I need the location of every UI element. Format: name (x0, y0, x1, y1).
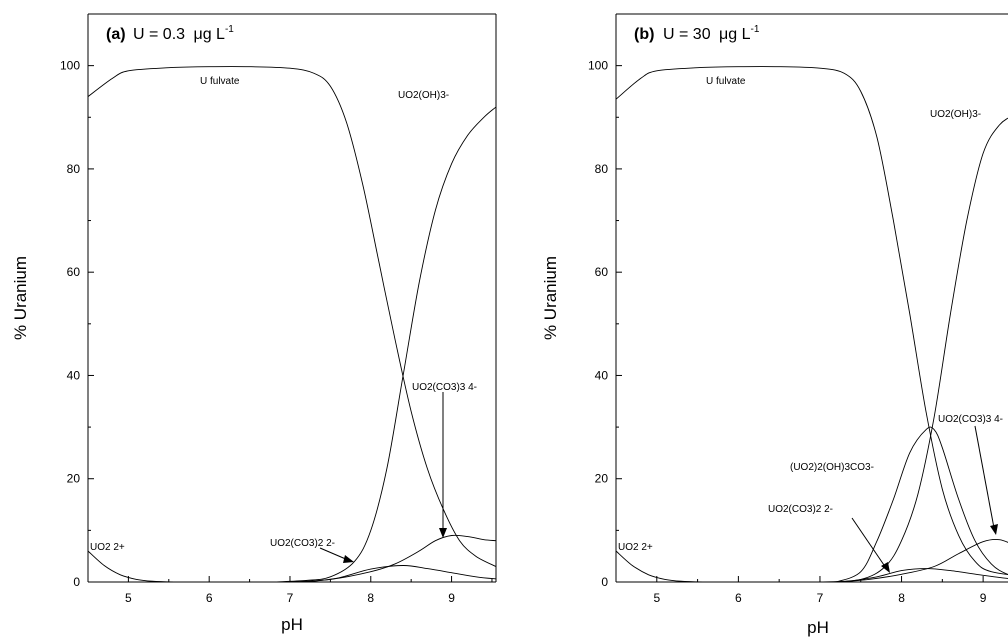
panel-b-arrowhead-uo2co33 (990, 524, 998, 535)
panel-a-series-u-fulvate (87, 66, 497, 567)
panel-a-y-tick-label: 40 (67, 368, 81, 382)
panel-b-y-tick-label: 20 (595, 472, 609, 486)
panel-b-series-uo2-oh-3 (819, 117, 1008, 583)
panel-b-y-tick-label: 40 (595, 368, 609, 382)
panel-b-formula: U = 30 μg L-1 (663, 24, 760, 43)
panel-b-series-uo2-co3-2-2 (844, 568, 1008, 583)
panel-a-formula: U = 0.3 μg L-1 (133, 24, 234, 43)
panel-b-x-tick-label: 6 (735, 591, 742, 605)
panel-b: 5 6 7 8 9 0 20 40 60 80 100 (b) U = 30 μg L-1 pH %… (541, 13, 1008, 637)
panel-b-label-uo2co33: UO2(CO3)3 4- (938, 414, 1003, 425)
panel-b-label-u-fulvate: U fulvate (706, 76, 746, 87)
panel-a-arrowhead-uo2co33 (439, 528, 447, 538)
panel-a-series-uo2-co3-2-2 (306, 565, 497, 583)
panel-b-series-uo2-2 (615, 550, 706, 583)
panel-a-x-tick-label: 9 (448, 591, 455, 605)
panel-a-x-tick-label: 7 (287, 591, 294, 605)
panel-a-y-tick-label: 100 (60, 59, 80, 73)
panel-a-label-uo2co33: UO2(CO3)3 4- (412, 382, 477, 393)
panel-b-y-tick-label: 60 (595, 265, 609, 279)
panel-b-ylabel: % Uranium (541, 256, 560, 340)
panel-a-label-uo2oh3: UO2(OH)3- (398, 90, 449, 101)
panel-a-series-uo2-oh-3 (273, 106, 497, 583)
panel-b-label-uo2oh3co3: (UO2)2(OH)3CO3- (790, 462, 874, 473)
panel-b-xlabel: pH (807, 618, 829, 637)
panel-a-label-uo2: UO2 2+ (90, 542, 125, 553)
panel-b-x-tick-label: 7 (817, 591, 824, 605)
panel-b-arrowhead-uo2co32 (881, 562, 890, 573)
panel-a-title: (a) (106, 26, 126, 43)
panel-a-y-tick-label: 60 (67, 265, 81, 279)
panel-b-x-tick-label: 8 (898, 591, 905, 605)
panel-b-arrow-uo2co33 (974, 425, 995, 529)
panel-a-label-uo2co32: UO2(CO3)2 2- (270, 538, 335, 549)
panel-b-x-tick-label: 9 (980, 591, 987, 605)
panel-a-x-tick-label: 5 (125, 591, 132, 605)
panel-b-title: (b) (634, 26, 654, 43)
panel-b-label-uo2oh3: UO2(OH)3- (930, 109, 981, 120)
panel-a-x-tick-label: 8 (367, 591, 374, 605)
panel-b-y-tick-label: 0 (601, 575, 608, 589)
panel-b-y-tick-label: 100 (588, 59, 608, 73)
panel-b-series-uo2-2-oh-3co3 (836, 426, 1008, 583)
panel-a-arrowhead-uo2co32 (343, 555, 354, 563)
panel-a-series-uo2-2 (87, 550, 177, 583)
panel-a-x-tick-label: 6 (206, 591, 213, 605)
panel-a-label-u-fulvate: U fulvate (200, 76, 240, 87)
panel-b-y-tick-label: 80 (595, 162, 609, 176)
panel-a-series-uo2-co3-3-4 (289, 534, 497, 583)
panel-b-label-uo2co32: UO2(CO3)2 2- (768, 504, 833, 515)
panel-b-label-uo2: UO2 2+ (618, 542, 653, 553)
panel-b-x-tick-label: 5 (653, 591, 660, 605)
panel-a-xlabel: pH (281, 615, 303, 634)
panel-a-ylabel: % Uranium (11, 256, 30, 340)
panel-a-y-tick-label: 80 (67, 162, 81, 176)
panel-b-arrow-uo2co32 (851, 517, 887, 569)
panel-a-y-tick-label: 20 (67, 472, 81, 486)
panel-b-series-uo2-co3-3-4 (836, 538, 1008, 583)
panel-a-y-tick-label: 0 (73, 575, 80, 589)
panel-a-arrow-uo2co32 (319, 547, 349, 561)
panel-b-series-u-fulvate (615, 66, 1008, 576)
